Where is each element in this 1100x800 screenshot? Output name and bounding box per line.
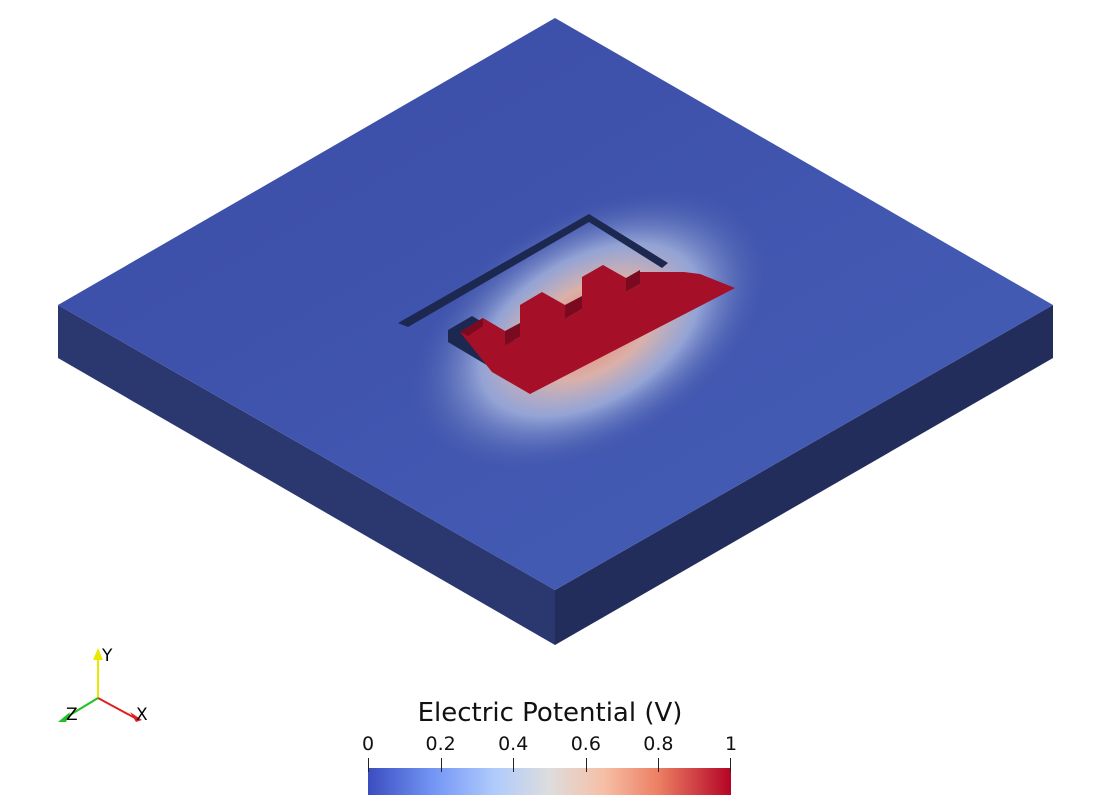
electrode-finger-wall (460, 318, 483, 336)
legend-tick (513, 758, 515, 772)
z-axis-line (64, 697, 99, 719)
legend-tick (585, 758, 587, 772)
electrode-finger-wall (505, 323, 520, 345)
legend-tick-label: 0 (361, 733, 375, 755)
legend-colorbar (368, 768, 731, 795)
z-axis-arrow (58, 712, 70, 722)
legend-title: Electric Potential (V) (417, 698, 683, 728)
ground-slot (398, 214, 668, 327)
x-axis-arrow (130, 712, 142, 722)
x-axis-line (97, 697, 136, 719)
electrode-finger-wall (565, 296, 582, 319)
legend-tick (658, 758, 660, 772)
legend-tick-label: 0.6 (570, 733, 601, 755)
x-axis-label: X (136, 705, 148, 725)
orientation-axes (58, 648, 142, 722)
legend-tick (368, 758, 369, 772)
z-axis-label: Z (66, 705, 78, 725)
slab-left-face (58, 305, 555, 645)
slab-right-face (555, 305, 1053, 645)
legend-tick-label: 0.8 (643, 733, 674, 755)
legend-tick (730, 758, 731, 772)
legend-tick-label: 0.2 (425, 733, 456, 755)
legend-tick-label: 0.4 (498, 733, 529, 755)
y-axis-arrow (93, 648, 103, 660)
y-axis-label: Y (102, 646, 113, 666)
legend-tick-label: 1 (724, 733, 738, 755)
electrode-finger-wall (626, 270, 640, 292)
electrode (460, 265, 735, 394)
legend-tick (440, 758, 442, 772)
